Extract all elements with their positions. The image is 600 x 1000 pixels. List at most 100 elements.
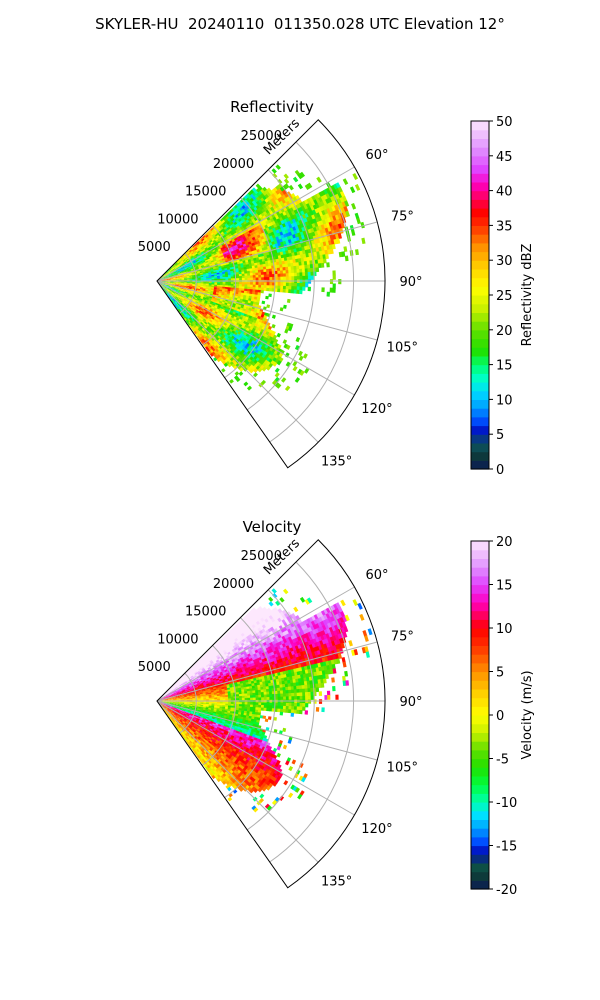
radar-gate [230, 289, 234, 292]
radar-gate [306, 256, 310, 262]
radar-gate [192, 253, 196, 257]
radar-gate [288, 289, 292, 294]
radar-gate [285, 273, 290, 277]
radar-gate [195, 259, 200, 263]
radar-gate [344, 200, 350, 207]
radar-gate [211, 285, 215, 288]
radar-gate [207, 259, 212, 263]
radar-gate [253, 299, 258, 303]
radar-gate [251, 263, 255, 267]
radar-gate [248, 295, 253, 300]
radar-gate [196, 289, 201, 292]
radar-gate [249, 256, 254, 260]
radar-gate [307, 286, 311, 292]
radar-gate [351, 202, 357, 210]
colorbar-tick-label: 40 [496, 185, 513, 200]
radar-gate [199, 269, 203, 272]
radar-gate [234, 264, 239, 267]
radar-gate [170, 270, 174, 273]
radar-gate [282, 250, 287, 256]
radar-gate [167, 281, 171, 282]
reflectivity-data [158, 164, 366, 392]
radar-gate [206, 281, 210, 284]
radar-gate [259, 264, 264, 268]
radar-gate [170, 282, 174, 284]
radar-gate [285, 276, 290, 281]
radar-gate [266, 268, 270, 273]
colorbar-swatch [471, 390, 489, 400]
radar-gate [167, 282, 171, 284]
radar-gate [310, 205, 316, 212]
radar-gate [227, 272, 232, 276]
radar-gate [359, 613, 365, 621]
radar-gate [263, 282, 268, 286]
radar-gate [174, 262, 178, 266]
radar-gate [175, 275, 179, 278]
colorbar-tick-label: 35 [496, 219, 513, 234]
radar-gate [247, 282, 251, 285]
radar-gate [174, 267, 178, 270]
radar-gate [204, 259, 209, 263]
radar-gate [268, 596, 274, 602]
radar-gate [316, 192, 322, 199]
reflectivity-colorbar-label: Reflectivity dBZ [520, 244, 535, 347]
colorbar-swatch [471, 286, 489, 296]
radar-gate [241, 284, 245, 287]
radar-gate [175, 284, 179, 286]
radar-gate [303, 257, 308, 262]
radar-gate [217, 254, 222, 258]
radar-gate [297, 258, 302, 263]
radar-gate [191, 272, 195, 274]
radar-gate [274, 367, 280, 373]
radar-gate [201, 247, 205, 251]
radar-gate [175, 282, 179, 284]
radar-gate [210, 271, 215, 274]
radar-gate [178, 282, 182, 284]
radar-gate [185, 257, 189, 261]
radar-gate [260, 284, 265, 289]
radar-gate [198, 259, 203, 262]
radar-gate [175, 269, 180, 272]
radar-gate [239, 275, 243, 279]
radar-gate [266, 287, 270, 292]
radar-gate [219, 273, 223, 276]
radar-gate [282, 339, 288, 345]
radar-gate [189, 285, 193, 287]
radar-gate [330, 195, 336, 203]
radar-gate [260, 253, 265, 257]
velocity-data [158, 588, 373, 813]
radar-gate [206, 264, 210, 267]
radar-gate [183, 285, 187, 287]
radar-gate [302, 353, 308, 359]
radar-gate [279, 264, 283, 269]
radar-gate [277, 276, 281, 281]
radar-gate [305, 275, 309, 280]
radar-gate [174, 266, 178, 269]
radar-gate [329, 248, 334, 255]
radar-gate [248, 293, 253, 297]
radar-gate [310, 267, 314, 273]
radar-gate [252, 275, 257, 278]
radar-gate [260, 272, 265, 276]
radar-gate [170, 282, 174, 284]
colorbar-swatch [471, 190, 489, 200]
radar-gate [171, 266, 175, 270]
radar-gate [249, 268, 253, 272]
radar-gate [186, 274, 190, 276]
radar-gate [263, 255, 268, 259]
radar-gate [334, 214, 340, 221]
radar-gate [200, 263, 204, 267]
radar-gate [254, 291, 259, 296]
radar-gate [307, 271, 312, 277]
radar-gate [226, 267, 231, 271]
radar-gate [241, 273, 245, 277]
radar-gate [177, 266, 181, 269]
colorbar-swatch [471, 329, 489, 340]
radar-gate [240, 267, 245, 271]
radar-gate [331, 205, 337, 212]
radar-gate [189, 278, 193, 280]
radar-gate [191, 271, 195, 274]
radar-gate [285, 282, 290, 287]
radar-gate [163, 275, 167, 278]
radar-gate [219, 275, 223, 278]
